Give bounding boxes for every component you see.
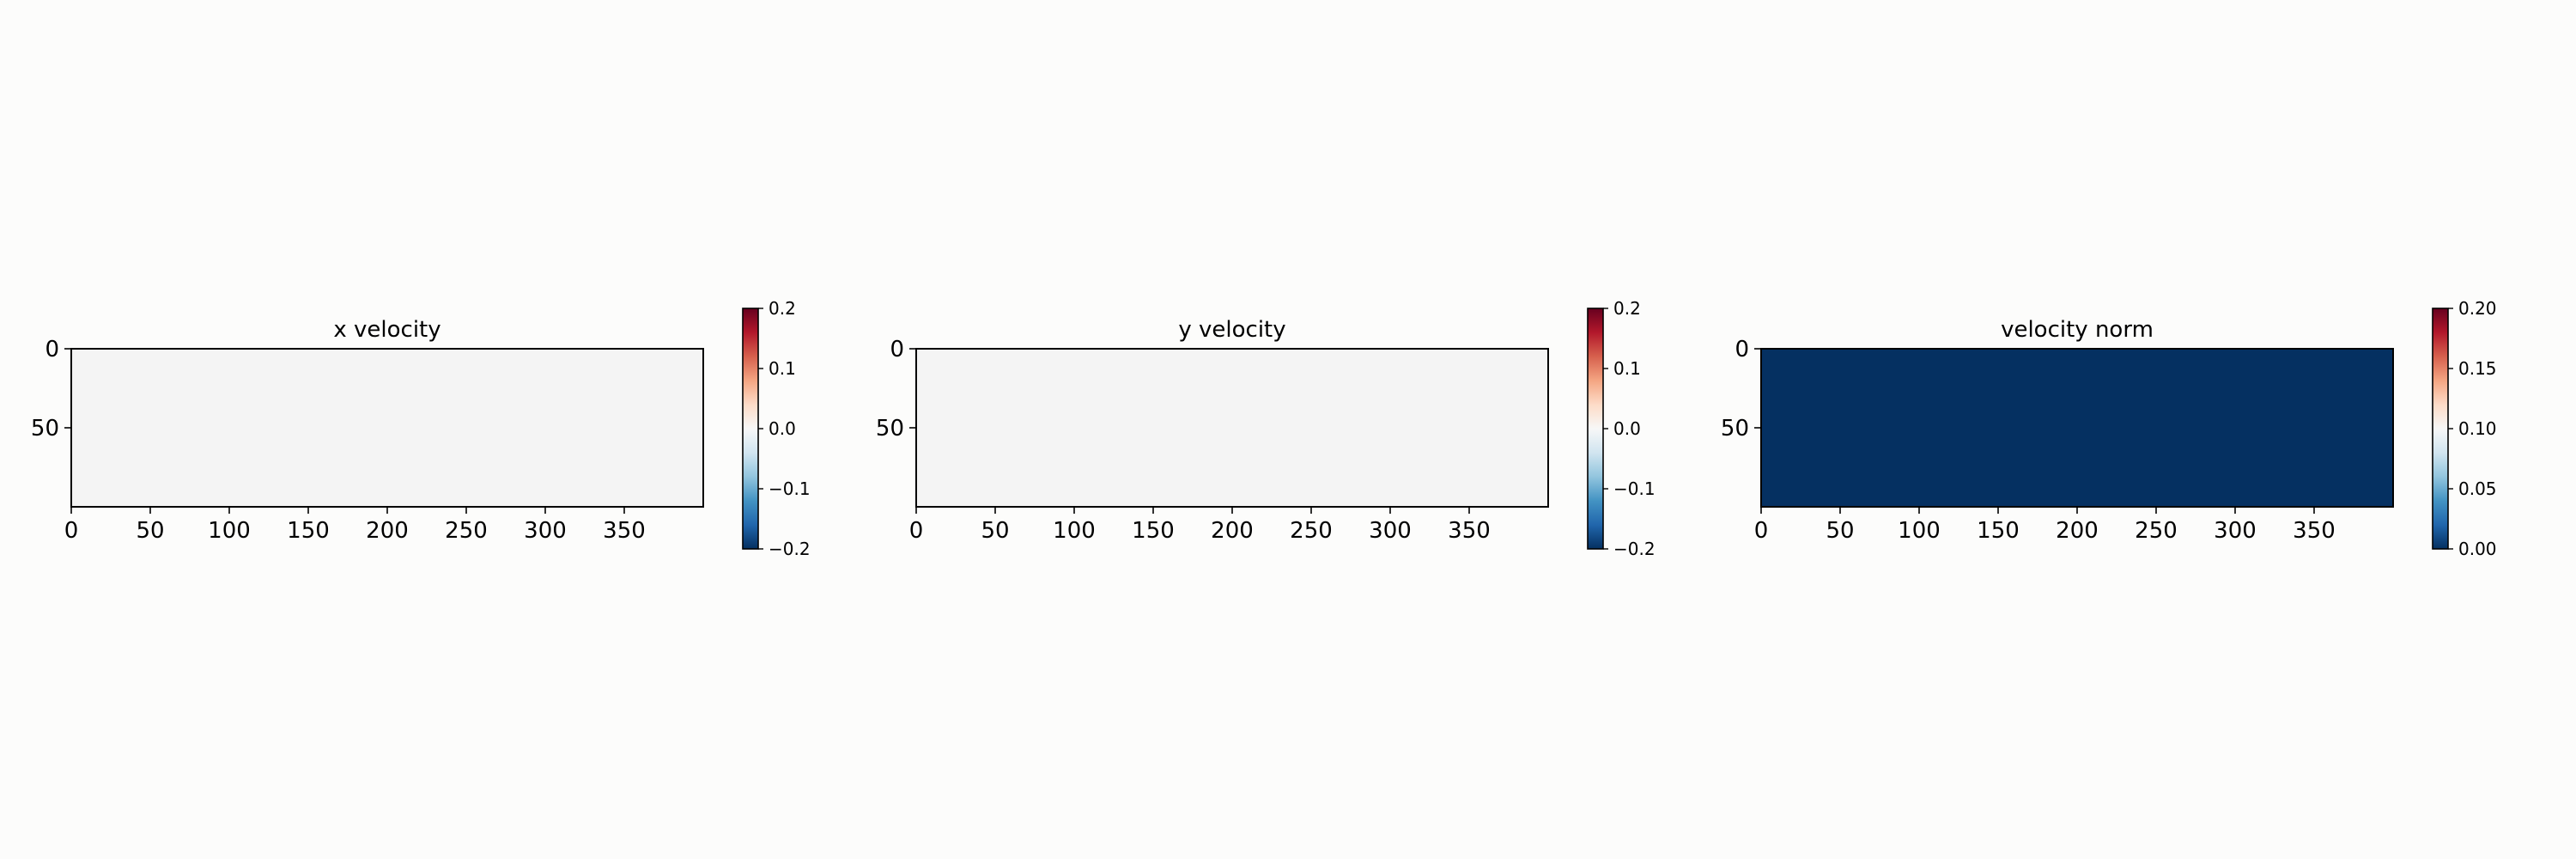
x-tick-label: 100 [1898, 518, 1941, 544]
x-tick-label: 200 [2056, 518, 2099, 544]
heatmap-field [1761, 349, 2393, 507]
x-tick-label: 300 [2214, 518, 2257, 544]
x-tick-label: 150 [1132, 518, 1175, 544]
colorbar-tick-label: 0.0 [769, 418, 796, 439]
colorbar-tick-label: 0.10 [2458, 418, 2497, 439]
chart-title: y velocity [1178, 317, 1285, 343]
x-tick-label: 350 [603, 518, 646, 544]
x-tick-label: 200 [366, 518, 409, 544]
colorbar-tick-label: 0.2 [769, 298, 796, 319]
colorbar-tick-label: 0.1 [1613, 358, 1641, 379]
chart-panel-3: velocity norm 0 50 100 150 200 250 300 350 0 50 0.2… [1721, 298, 2497, 559]
colorbar-tick-label: 0.05 [2458, 478, 2497, 499]
heatmap-field [916, 349, 1548, 507]
chart-title: velocity norm [2001, 317, 2154, 343]
y-tick-label: 50 [876, 416, 904, 442]
x-tick-label: 250 [2135, 518, 2178, 544]
x-tick-label: 300 [1369, 518, 1412, 544]
y-tick-label: 50 [1721, 416, 1749, 442]
x-tick-label: 350 [1448, 518, 1491, 544]
chart-title: x velocity [333, 317, 440, 343]
heatmap-field [71, 349, 703, 507]
x-tick-label: 350 [2293, 518, 2336, 544]
chart-panel-1: x velocity 0 50 100 150 200 250 300 350 0 50 0.2 0.1… [31, 298, 811, 559]
x-tick-label: 250 [445, 518, 488, 544]
chart-panel-2: y velocity 0 50 100 150 200 250 300 350 0 50 0.2 0.1… [876, 298, 1656, 559]
x-tick-label: 50 [981, 518, 1009, 544]
colorbar-tick-label: −0.2 [769, 539, 811, 559]
x-tick-label: 200 [1211, 518, 1254, 544]
x-tick-label: 50 [1826, 518, 1854, 544]
x-tick-label: 100 [208, 518, 251, 544]
x-tick-label: 150 [1977, 518, 2020, 544]
colorbar-tick-label: 0.1 [769, 358, 796, 379]
x-tick-label: 250 [1290, 518, 1333, 544]
colorbar-tick-label: −0.2 [1613, 539, 1656, 559]
x-tick-label: 150 [287, 518, 330, 544]
x-tick-label: 0 [64, 518, 79, 544]
colorbar [743, 308, 758, 549]
colorbar-tick-label: 0.0 [1613, 418, 1641, 439]
x-tick-label: 100 [1053, 518, 1096, 544]
colorbar-tick-label: −0.1 [1613, 478, 1656, 499]
y-tick-label: 0 [45, 337, 59, 362]
colorbar-tick-label: 0.2 [1613, 298, 1641, 319]
colorbar [1588, 308, 1603, 549]
colorbar-tick-label: 0.15 [2458, 358, 2497, 379]
colorbar-tick-label: 0.00 [2458, 539, 2497, 559]
x-tick-label: 300 [524, 518, 567, 544]
y-tick-label: 0 [890, 337, 904, 362]
colorbar [2433, 308, 2448, 549]
x-tick-label: 0 [1754, 518, 1769, 544]
y-tick-label: 0 [1735, 337, 1749, 362]
y-tick-label: 50 [31, 416, 59, 442]
x-tick-label: 50 [136, 518, 164, 544]
x-tick-label: 0 [909, 518, 924, 544]
colorbar-tick-label: −0.1 [769, 478, 811, 499]
colorbar-tick-label: 0.20 [2458, 298, 2497, 319]
